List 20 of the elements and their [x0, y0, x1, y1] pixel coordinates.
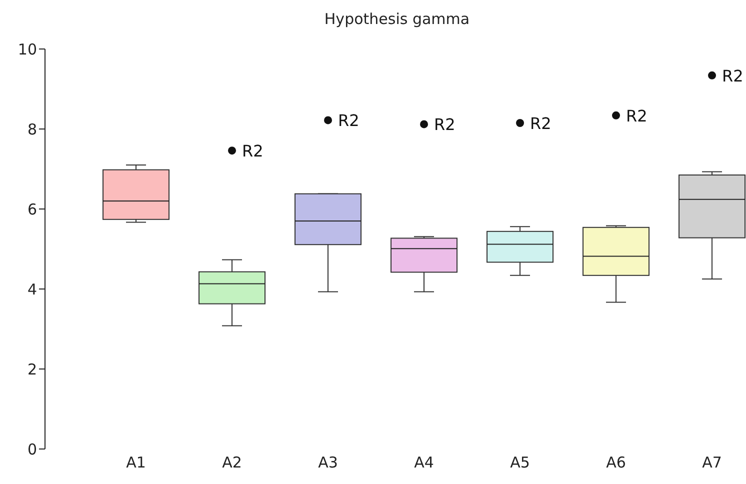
chart-title: Hypothesis gamma [323, 10, 471, 28]
x-tick-label: A6 [606, 454, 626, 472]
y-tick-label: 2 [27, 360, 37, 378]
annotation: R2 [434, 115, 456, 134]
y-tick-label: 0 [27, 440, 37, 458]
y-tick-label: 4 [27, 280, 37, 298]
annotation: R2 [722, 66, 744, 86]
x-tick-label: A3 [318, 454, 338, 472]
x-tick-label: A1 [126, 454, 146, 472]
x-tick-label: A2 [222, 454, 242, 472]
annotation: R2 [338, 111, 360, 130]
annotation: R2 [242, 142, 264, 161]
y-tick-label: 8 [27, 120, 37, 138]
x-tick-label: A7 [702, 454, 722, 472]
y-tick-label: 10 [18, 40, 37, 58]
x-tick-label: A5 [510, 454, 530, 472]
annotation: R2 [530, 114, 552, 133]
x-tick-label: A4 [414, 454, 434, 472]
y-tick-label: 6 [27, 200, 37, 218]
annotation: R2 [626, 106, 648, 126]
